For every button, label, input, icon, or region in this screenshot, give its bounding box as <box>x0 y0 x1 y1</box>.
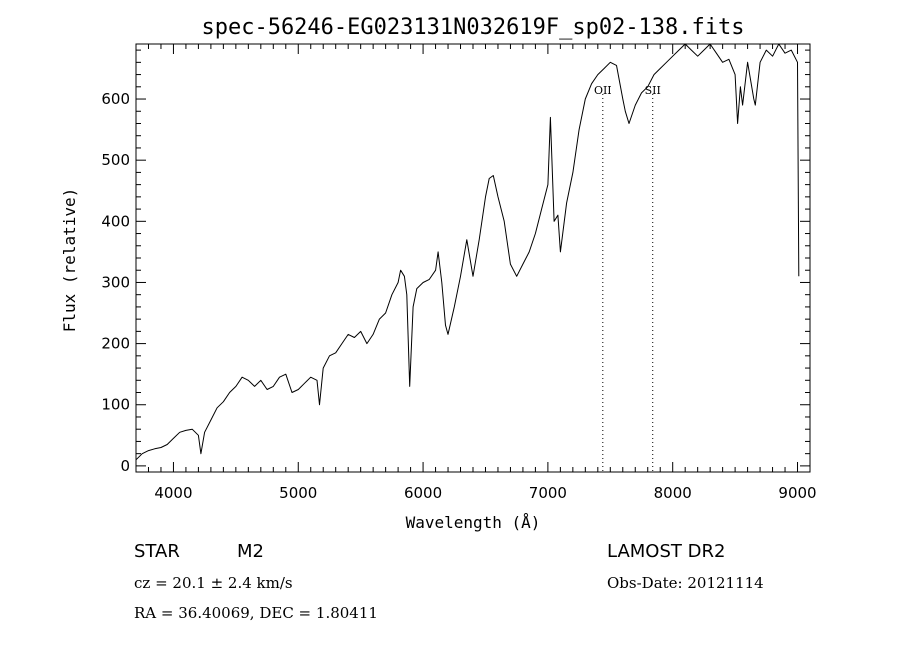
observation-date: Obs-Date: 20121114 <box>607 574 764 592</box>
y-tick-label: 400 <box>101 212 130 230</box>
y-tick-label: 100 <box>101 396 130 414</box>
redshift-velocity: cz = 20.1 ± 2.4 km/s <box>134 574 293 592</box>
emission-line-label: SII <box>645 84 661 97</box>
x-axis-label: Wavelength (Å) <box>406 513 541 532</box>
chart-title: spec-56246-EG023131N032619F_sp02-138.fit… <box>201 15 744 40</box>
y-axis-label: Flux (relative) <box>60 188 79 333</box>
survey-name: LAMOST DR2 <box>607 541 726 562</box>
plot-frame <box>135 43 811 473</box>
object-type: STAR <box>134 541 180 562</box>
spectral-subclass: M2 <box>237 541 264 562</box>
x-tick-label: 9000 <box>778 484 816 502</box>
y-tick-label: 600 <box>101 90 130 108</box>
y-tick-label: 500 <box>101 151 130 169</box>
x-tick-label: 5000 <box>279 484 317 502</box>
y-tick-label: 300 <box>101 273 130 291</box>
x-tick-label: 6000 <box>404 484 442 502</box>
y-tick-label: 0 <box>120 457 130 475</box>
spectrum-line <box>135 43 800 461</box>
spectrum-chart: spec-56246-EG023131N032619F_sp02-138.fit… <box>60 15 817 532</box>
x-tick-label: 8000 <box>654 484 692 502</box>
emission-line-label: OII <box>594 84 612 97</box>
x-tick-label: 4000 <box>154 484 192 502</box>
y-tick-label: 200 <box>101 335 130 353</box>
sky-coordinates: RA = 36.40069, DEC = 1.80411 <box>134 604 378 622</box>
x-tick-label: 7000 <box>529 484 567 502</box>
